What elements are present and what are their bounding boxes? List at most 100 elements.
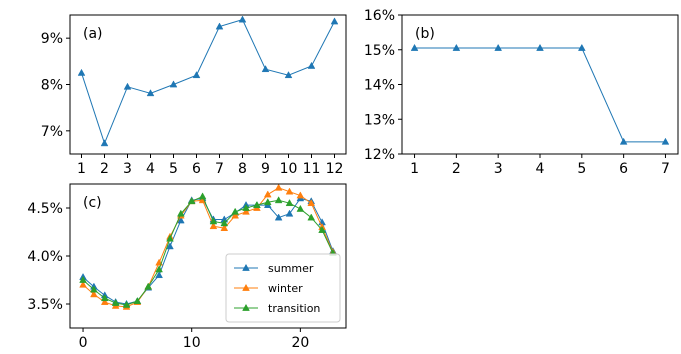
x-tick-label: 7 xyxy=(661,161,670,177)
data-point xyxy=(263,198,272,206)
data-point xyxy=(242,203,250,211)
data-point xyxy=(296,204,305,212)
data-point xyxy=(144,282,153,290)
legend-label: winter xyxy=(268,282,303,295)
series-line xyxy=(414,47,666,143)
data-point xyxy=(307,61,316,69)
data-point xyxy=(253,201,261,208)
data-point xyxy=(155,271,163,279)
data-point xyxy=(285,209,294,217)
legend-label: summer xyxy=(268,262,314,275)
data-point xyxy=(187,197,196,205)
data-point xyxy=(100,294,109,302)
legend-marker xyxy=(242,303,250,311)
data-point xyxy=(307,199,316,207)
y-tick-label: 7% xyxy=(41,124,63,140)
data-point xyxy=(192,71,201,79)
data-point xyxy=(274,196,283,204)
data-point xyxy=(661,137,670,145)
data-point xyxy=(284,71,293,79)
legend-item-summer: summer xyxy=(234,262,314,275)
x-tick-label: 7 xyxy=(215,161,224,177)
x-tick-label: 4 xyxy=(536,161,545,177)
axis-frame xyxy=(401,14,679,155)
data-point xyxy=(77,68,86,76)
x-tick-label: 4 xyxy=(146,161,155,177)
axis-frame xyxy=(69,14,347,155)
data-point xyxy=(155,265,163,273)
legend-marker xyxy=(242,263,250,271)
data-point xyxy=(209,222,218,230)
x-tick-label: 3 xyxy=(494,161,503,177)
y-tick-label: 4.5% xyxy=(27,201,63,217)
x-tick-label: 20 xyxy=(291,335,309,351)
data-point xyxy=(220,224,229,232)
x-tick-label: 10 xyxy=(280,161,298,177)
panel-1: 1 2 3 4 5 6 7 8 9 10 11 127%8%9% (a) xyxy=(41,14,347,177)
series-transition xyxy=(79,192,337,308)
series-line-1 xyxy=(77,15,339,147)
data-point xyxy=(231,211,240,219)
data-point xyxy=(146,89,155,97)
x-tick-label: 3 xyxy=(123,161,132,177)
data-point xyxy=(261,65,270,73)
y-tick-label: 4.0% xyxy=(27,249,63,265)
data-point xyxy=(198,192,207,200)
data-point xyxy=(90,285,98,293)
x-tick-label: 1 xyxy=(410,161,419,177)
x-tick-label: 8 xyxy=(238,161,247,177)
data-point xyxy=(307,213,316,221)
data-point xyxy=(536,43,544,51)
panel-2: 1 2 3 4 5 6 7 12% 13% 14% 15% 16% (b) xyxy=(364,8,679,177)
data-point xyxy=(285,187,294,195)
data-point xyxy=(452,43,461,51)
data-point xyxy=(111,298,120,306)
data-point xyxy=(215,22,224,30)
data-point xyxy=(169,80,178,88)
y-tick-label: 8% xyxy=(41,78,63,94)
data-point xyxy=(166,242,174,250)
legend-item-winter: winter xyxy=(234,282,303,295)
data-point xyxy=(296,191,305,199)
x-tick-label: 5 xyxy=(577,161,586,177)
data-point xyxy=(79,275,87,283)
y-tick-label: 9% xyxy=(41,31,63,47)
data-point xyxy=(166,234,174,242)
data-point xyxy=(238,15,247,23)
data-point xyxy=(122,300,131,308)
data-point xyxy=(274,183,283,191)
data-point xyxy=(123,82,132,90)
legend-box xyxy=(225,253,341,323)
data-point xyxy=(100,139,109,147)
data-point xyxy=(231,207,240,215)
series-line xyxy=(81,19,335,145)
panel-3: 0 10 20 3.5% 4.0% 4.5% (c) summer winter transiti… xyxy=(27,183,347,351)
data-point xyxy=(494,43,503,51)
panel-label: (c) xyxy=(83,195,102,211)
data-point xyxy=(330,17,339,25)
y-tick-label: 3.5% xyxy=(27,297,63,313)
x-tick-label: 6 xyxy=(192,161,201,177)
data-point xyxy=(410,43,419,51)
panel-label: (a) xyxy=(83,26,103,42)
data-point xyxy=(176,209,185,217)
data-point xyxy=(285,199,294,207)
data-point xyxy=(577,43,586,51)
panel-label: (b) xyxy=(415,26,435,42)
y-tick-label: 13% xyxy=(364,112,395,128)
data-point xyxy=(133,297,142,304)
x-tick-label: 6 xyxy=(619,161,628,177)
legend-label: transition xyxy=(268,302,320,315)
x-tick-label: 12 xyxy=(326,161,344,177)
data-point xyxy=(274,213,283,221)
data-point xyxy=(263,190,272,198)
data-point xyxy=(209,217,218,225)
x-tick-label: 1 xyxy=(77,161,86,177)
y-tick-label: 16% xyxy=(364,8,395,24)
y-tick-label: 12% xyxy=(364,147,395,163)
data-point xyxy=(242,207,250,215)
series-line-1 xyxy=(410,43,670,145)
data-point xyxy=(318,225,326,233)
legend: summer winter transition xyxy=(225,253,341,323)
